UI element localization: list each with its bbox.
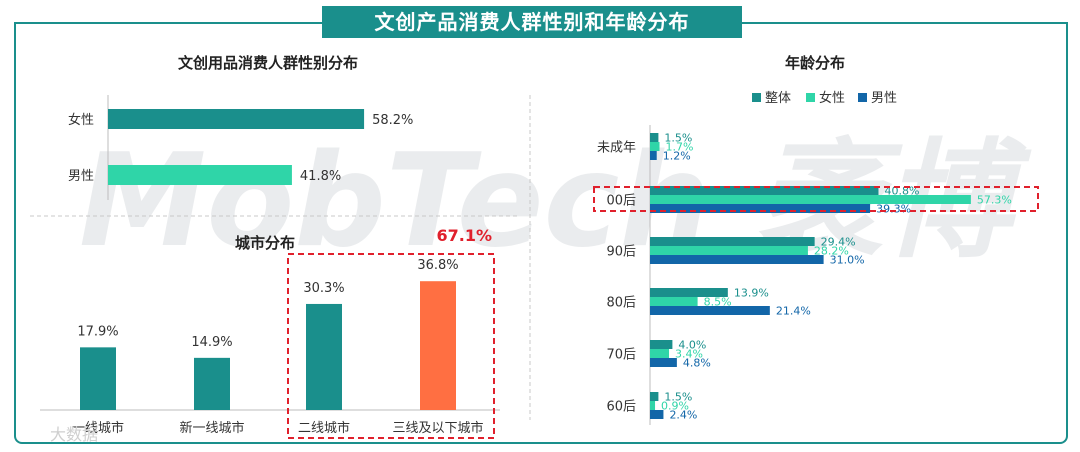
age-chart: 整体 女性 男性未成年1.5%1.7%1.2%00后40.8%57.3%39.3%9… <box>597 90 1012 425</box>
age-value-label: 3.4% <box>675 348 703 361</box>
age-bar <box>650 288 728 297</box>
age-bar <box>650 186 879 195</box>
gender-category-label: 男性 <box>68 169 94 184</box>
legend-label: 女性 <box>819 90 845 106</box>
city-category-label: 一线城市 <box>72 420 124 436</box>
legend-swatch-2 <box>858 93 867 102</box>
age-value-label: 1.2% <box>663 150 691 163</box>
age-value-label: 21.4% <box>776 305 811 318</box>
gender-chart: 女性 58.2% 男性 41.8% <box>68 95 413 200</box>
age-bar <box>650 340 673 349</box>
age-bar <box>650 392 659 401</box>
legend-swatch-0 <box>752 93 761 102</box>
city-value-label: 14.9% <box>191 335 232 350</box>
age-category-label: 60后 <box>606 400 636 415</box>
legend-label: 整体 <box>765 91 791 106</box>
gender-category-label: 女性 <box>68 112 94 128</box>
age-bar <box>650 142 660 151</box>
age-value-label: 4.0% <box>678 339 706 352</box>
age-bar <box>650 401 656 410</box>
age-value-label: 1.5% <box>664 132 692 145</box>
gender-chart-title: 文创用品消费人群性别分布 <box>178 54 358 72</box>
highlight-total-label: 67.1% <box>436 226 492 245</box>
age-value-label: 1.5% <box>664 391 692 404</box>
age-bar <box>650 195 971 204</box>
age-category-label: 80后 <box>606 296 636 311</box>
gen00-highlight-box <box>593 186 1039 212</box>
city-category-label: 二线城市 <box>298 420 350 436</box>
age-value-label: 8.5% <box>704 296 732 309</box>
age-bar <box>650 410 664 419</box>
city-value-label: 17.9% <box>77 324 118 339</box>
age-category-label: 90后 <box>606 245 636 260</box>
age-value-label: 28.2% <box>814 245 849 258</box>
footer-watermark: 大数据 <box>50 425 98 444</box>
city-value-label: 30.3% <box>303 281 344 296</box>
city-chart-title: 城市分布 <box>235 234 295 252</box>
city-category-label: 新一线城市 <box>179 420 244 436</box>
legend-label: 男性 <box>871 91 897 106</box>
gender-value-label: 41.8% <box>300 169 341 184</box>
age-chart-title: 年龄分布 <box>785 54 845 72</box>
age-bar <box>650 133 659 142</box>
city-bar-3 <box>420 281 456 410</box>
age-value-label: 0.9% <box>661 400 689 413</box>
city-chart: 17.9% 一线城市 14.9% 新一线城市 30.3% 二线城市 36.8% 三线及以下城市 <box>40 258 500 436</box>
city-bar-2 <box>306 303 342 410</box>
tier2-below-highlight-box <box>287 253 495 439</box>
city-value-label: 36.8% <box>417 258 458 273</box>
age-bar <box>650 246 808 255</box>
age-value-label: 4.8% <box>683 357 711 370</box>
age-bar <box>650 237 815 246</box>
age-value-label: 1.7% <box>666 141 694 154</box>
age-bar <box>650 297 698 306</box>
age-bar <box>650 255 824 264</box>
age-bar <box>650 306 770 315</box>
age-value-label: 31.0% <box>830 254 865 267</box>
panel-border <box>14 22 1068 444</box>
city-bar-0 <box>80 347 116 410</box>
gender-bar-0 <box>108 109 365 129</box>
age-bar <box>650 349 670 358</box>
age-category-label: 未成年 <box>597 141 636 156</box>
age-category-label: 00后 <box>606 194 636 209</box>
age-category-label: 70后 <box>606 348 636 363</box>
main-title: 文创产品消费人群性别和年龄分布 <box>322 6 742 38</box>
legend-swatch-1 <box>806 93 815 102</box>
age-value-label: 57.3% <box>977 194 1012 207</box>
age-value-label: 13.9% <box>734 287 769 300</box>
age-value-label: 29.4% <box>821 236 856 249</box>
age-value-label: 40.8% <box>884 185 919 198</box>
age-bar <box>650 151 657 160</box>
city-bar-1 <box>194 357 230 410</box>
city-category-label: 三线及以下城市 <box>392 420 483 436</box>
age-bar <box>650 204 871 213</box>
gender-bar-1 <box>108 165 292 185</box>
gender-value-label: 58.2% <box>372 113 413 128</box>
age-value-label: 2.4% <box>669 409 697 422</box>
age-value-label: 39.3% <box>876 203 911 216</box>
age-bar <box>650 358 677 367</box>
